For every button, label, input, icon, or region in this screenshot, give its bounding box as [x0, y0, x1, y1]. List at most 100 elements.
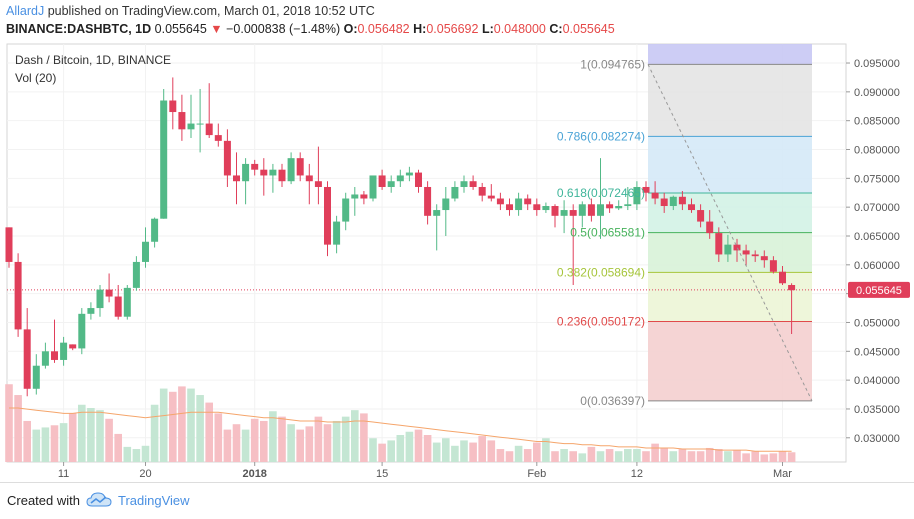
candle-body [469, 181, 477, 187]
candle-body [487, 195, 495, 199]
volume-bar [478, 436, 486, 462]
candle-body [669, 196, 677, 207]
volume-bar [660, 447, 668, 462]
low-value: 0.048000 [493, 22, 546, 36]
candle [688, 198, 695, 213]
candle-body [542, 206, 550, 211]
volume-bar [105, 418, 113, 462]
high-label: H: [413, 22, 427, 36]
candles [5, 77, 796, 397]
candle [724, 234, 732, 262]
candle-body [41, 351, 49, 366]
volume-bar [514, 445, 523, 462]
author-link[interactable]: AllardJ [6, 4, 45, 18]
candle [524, 194, 532, 211]
candle [515, 192, 523, 216]
tradingview-link[interactable]: TradingView [118, 493, 190, 508]
candle [769, 256, 777, 274]
volume-bar [542, 438, 550, 462]
y-tick-label: 0.035000 [854, 404, 900, 416]
candle-body [151, 218, 159, 242]
candle-body [205, 123, 213, 136]
candle [23, 308, 31, 397]
candle-body [387, 181, 395, 187]
time-axis[interactable]: 11 20 2018 15 Feb 12 Mar [58, 462, 792, 480]
x-tick-label: 2018 [242, 468, 266, 480]
fib-level-label: 0.618(0.072465) [557, 186, 645, 200]
open-value: 0.056482 [357, 22, 410, 36]
candle-body [715, 233, 723, 255]
volume-bar [250, 418, 259, 462]
candle [587, 198, 595, 222]
volume-bar [387, 440, 395, 462]
x-tick-label: 20 [139, 468, 151, 480]
volume-bar [687, 451, 696, 462]
candle [96, 284, 104, 317]
candle-body [769, 260, 777, 272]
low-label: L: [481, 22, 494, 36]
candle-body [460, 181, 468, 187]
candle-body [369, 175, 377, 199]
y-tick-label: 0.090000 [854, 87, 900, 99]
candle-body [260, 169, 268, 176]
volume-bar [187, 388, 195, 462]
candle [651, 181, 659, 205]
x-tick-label: Feb [527, 468, 546, 480]
volume-bar [551, 451, 559, 462]
price-axis[interactable]: 0.095000 0.090000 0.085000 0.080000 0.075000… [846, 58, 900, 445]
candle [424, 181, 432, 225]
volume-bar [278, 416, 286, 462]
volume-bar [123, 446, 132, 462]
volume-bar [223, 429, 232, 462]
candle [415, 169, 422, 193]
high-value: 0.056692 [426, 22, 479, 36]
candle [251, 159, 259, 176]
candle [278, 163, 286, 187]
volume-bar [460, 440, 468, 462]
candle-body [396, 175, 404, 182]
fib-zone [648, 321, 812, 401]
volume-bar [760, 454, 769, 462]
candle [396, 169, 404, 187]
candle-body [351, 194, 359, 199]
candle [624, 186, 632, 211]
candle-body [606, 204, 614, 209]
volume-bar [296, 429, 304, 462]
candle-body [779, 271, 786, 284]
candle-body [187, 123, 195, 130]
fib-trend-line [647, 64, 813, 402]
candle-body [742, 250, 750, 255]
candle [87, 302, 95, 320]
candle [442, 186, 450, 236]
symbol: BINANCE:DASHBTC, 1D [6, 22, 152, 36]
volume-bar [341, 416, 350, 462]
price-chart[interactable]: 1(0.094765) 0.786(0.082274) 0.618(0.072465… [0, 40, 914, 482]
volume-bar [59, 423, 68, 462]
y-tick-label: 0.080000 [854, 145, 900, 157]
candle-body [314, 181, 322, 187]
candle [305, 163, 313, 205]
candle [187, 94, 195, 138]
fib-labels: 1(0.094765) 0.786(0.082274) 0.618(0.072465… [557, 57, 645, 408]
candle-body [169, 100, 177, 113]
y-tick-label: 0.075000 [854, 173, 900, 185]
candle-body [378, 175, 386, 187]
volume-bar [696, 451, 705, 462]
candle [387, 175, 395, 193]
candle-body [415, 172, 422, 187]
candle-body [451, 186, 459, 199]
candle [105, 273, 113, 303]
volume-bar [414, 429, 423, 462]
tradingview-cloud-icon[interactable] [86, 492, 112, 508]
volume-bar [469, 442, 477, 462]
candle [678, 191, 686, 211]
candle [615, 200, 623, 211]
volume-bar [5, 384, 13, 462]
candle [788, 283, 796, 335]
published-text: published on TradingView.com, March 01, … [47, 4, 375, 18]
open-label: O: [343, 22, 358, 36]
candle-body [660, 198, 668, 207]
fib-level-label: 0(0.036397) [580, 394, 645, 408]
volume-bar [287, 424, 295, 462]
fib-retracement[interactable] [648, 44, 812, 402]
